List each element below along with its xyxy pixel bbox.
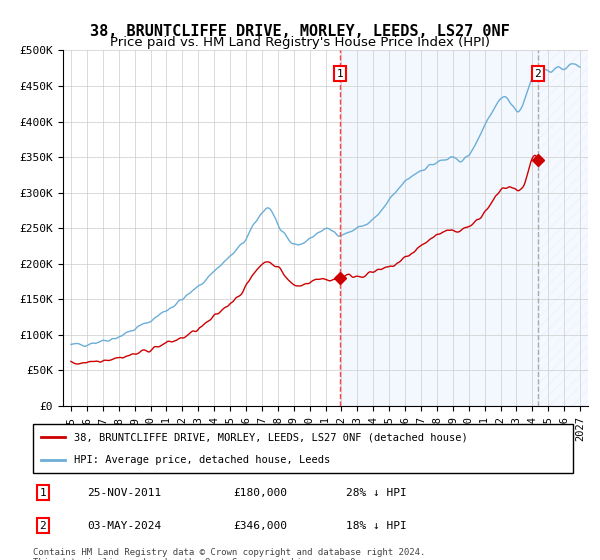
Text: 28% ↓ HPI: 28% ↓ HPI — [346, 488, 407, 497]
Text: 1: 1 — [337, 68, 343, 78]
Text: 1: 1 — [40, 488, 46, 497]
Text: 03-MAY-2024: 03-MAY-2024 — [87, 521, 161, 530]
Bar — [538, 50, 588, 406]
FancyBboxPatch shape — [33, 424, 573, 473]
Text: Price paid vs. HM Land Registry's House Price Index (HPI): Price paid vs. HM Land Registry's House … — [110, 36, 490, 49]
Text: 25-NOV-2011: 25-NOV-2011 — [87, 488, 161, 497]
Text: Contains HM Land Registry data © Crown copyright and database right 2024.
This d: Contains HM Land Registry data © Crown c… — [33, 548, 425, 560]
Text: 2: 2 — [535, 68, 541, 78]
Text: 38, BRUNTCLIFFE DRIVE, MORLEY, LEEDS, LS27 0NF: 38, BRUNTCLIFFE DRIVE, MORLEY, LEEDS, LS… — [90, 24, 510, 39]
Text: 2: 2 — [40, 521, 46, 530]
Text: HPI: Average price, detached house, Leeds: HPI: Average price, detached house, Leed… — [74, 455, 330, 465]
Text: 38, BRUNTCLIFFE DRIVE, MORLEY, LEEDS, LS27 0NF (detached house): 38, BRUNTCLIFFE DRIVE, MORLEY, LEEDS, LS… — [74, 432, 467, 442]
Text: 18% ↓ HPI: 18% ↓ HPI — [346, 521, 407, 530]
Text: £346,000: £346,000 — [233, 521, 287, 530]
Text: £180,000: £180,000 — [233, 488, 287, 497]
Bar — [340, 50, 538, 406]
